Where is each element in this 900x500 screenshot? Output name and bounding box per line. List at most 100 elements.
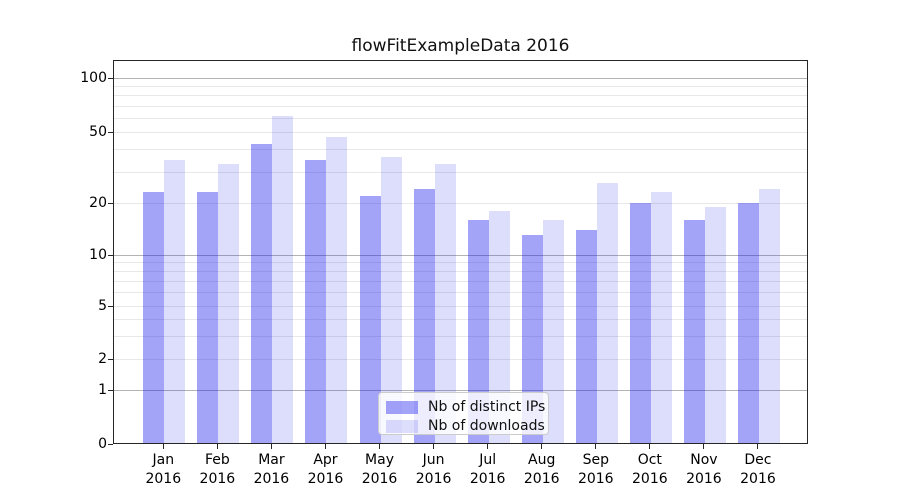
bar-nb-of-downloads-feb <box>218 164 240 443</box>
x-tick-mark <box>379 444 381 449</box>
y-tick-mark <box>108 389 113 391</box>
bar-nb-of-downloads-mar <box>272 116 294 443</box>
month-label: Aug <box>528 452 556 468</box>
x-tick-label-mar: Mar 2016 <box>243 451 299 489</box>
legend-label-distinct-ips: Nb of distinct IPs <box>428 399 546 415</box>
month-label: Jun <box>422 452 445 468</box>
y-tick-mark <box>108 203 113 205</box>
bar-nb-of-downloads-may <box>380 157 402 443</box>
x-tick-label-oct: Oct 2016 <box>622 451 678 489</box>
bar-nb-of-distinct-ips-nov <box>683 219 705 443</box>
bar-nb-of-downloads-dec <box>758 189 780 443</box>
y-tick-mark <box>108 359 113 361</box>
legend-swatch-downloads-icon <box>386 419 418 433</box>
gridline-6 <box>114 292 807 294</box>
x-tick-mark <box>433 444 435 449</box>
gridline-9 <box>114 262 807 264</box>
year-label: 2016 <box>469 471 506 487</box>
gridline-40 <box>114 149 807 151</box>
bar-nb-of-distinct-ips-dec <box>737 203 759 443</box>
y-tick-mark <box>108 254 113 256</box>
month-label: Mar <box>258 452 285 468</box>
bar-nb-of-distinct-ips-mar <box>251 143 273 443</box>
bar-nb-of-distinct-ips-jul <box>467 219 489 443</box>
legend-swatch-distinct-ips-icon <box>386 400 418 414</box>
month-label: Oct <box>637 452 662 468</box>
year-label: 2016 <box>577 471 614 487</box>
bar-nb-of-distinct-ips-aug <box>521 235 543 443</box>
bar-nb-of-downloads-apr <box>326 136 348 443</box>
bar-nb-of-downloads-jan <box>164 159 186 443</box>
x-tick-label-nov: Nov 2016 <box>676 451 732 489</box>
year-label: 2016 <box>632 471 668 487</box>
gridline-7 <box>114 280 807 282</box>
y-tick-mark <box>108 131 113 133</box>
year-label: 2016 <box>145 471 182 487</box>
gridline-70 <box>114 105 807 107</box>
gridline-1 <box>114 389 807 391</box>
y-tick-mark <box>108 78 113 80</box>
x-tick-mark <box>487 444 489 449</box>
gridline-10 <box>114 254 807 256</box>
x-tick-mark <box>541 444 543 449</box>
bar-nb-of-downloads-sep <box>596 182 618 443</box>
year-label: 2016 <box>740 471 776 487</box>
x-tick-label-dec: Dec 2016 <box>730 451 786 489</box>
y-tick-label-1: 1 <box>98 381 107 398</box>
year-label: 2016 <box>523 471 560 487</box>
bar-nb-of-downloads-jun <box>434 164 456 443</box>
x-tick-label-may: May 2016 <box>352 451 408 489</box>
bar-nb-of-distinct-ips-jun <box>413 189 435 443</box>
bar-nb-of-distinct-ips-oct <box>629 203 651 443</box>
bar-nb-of-distinct-ips-jan <box>143 192 165 443</box>
year-label: 2016 <box>307 471 344 487</box>
x-tick-mark <box>649 444 651 449</box>
x-tick-label-jan: Jan 2016 <box>135 451 191 489</box>
month-label: May <box>365 452 394 468</box>
x-tick-label-feb: Feb 2016 <box>189 451 245 489</box>
legend-label-downloads: Nb of downloads <box>428 418 545 434</box>
month-label: Nov <box>690 452 718 468</box>
gridline-30 <box>114 171 807 173</box>
month-label: Feb <box>204 452 230 468</box>
month-label: Sep <box>582 452 609 468</box>
x-tick-label-sep: Sep 2016 <box>568 451 624 489</box>
x-tick-label-jul: Jul 2016 <box>460 451 516 489</box>
x-tick-label-jun: Jun 2016 <box>406 451 462 489</box>
y-tick-mark <box>108 443 113 445</box>
bar-nb-of-distinct-ips-sep <box>575 229 597 443</box>
bar-nb-of-distinct-ips-apr <box>305 159 327 443</box>
gridline-80 <box>114 95 807 97</box>
bar-nb-of-downloads-aug <box>542 219 564 443</box>
x-tick-mark <box>162 444 164 449</box>
bar-nb-of-downloads-jul <box>488 211 510 443</box>
gridline-60 <box>114 117 807 119</box>
gridline-5 <box>114 305 807 307</box>
x-tick-mark <box>270 444 272 449</box>
bar-nb-of-distinct-ips-may <box>359 195 381 443</box>
gridline-90 <box>114 86 807 88</box>
gridline-100 <box>114 78 807 80</box>
chart-title: flowFitExampleData 2016 <box>351 36 570 56</box>
x-tick-mark <box>595 444 597 449</box>
bar-nb-of-downloads-nov <box>704 207 726 443</box>
bar-nb-of-downloads-oct <box>650 192 672 443</box>
month-label: Dec <box>744 452 772 468</box>
bar-nb-of-distinct-ips-feb <box>197 192 219 443</box>
legend-entry-downloads: Nb of downloads <box>386 418 545 434</box>
gridline-4 <box>114 318 807 320</box>
month-label: Apr <box>313 452 338 468</box>
y-tick-label-50: 50 <box>89 123 107 140</box>
month-label: Jan <box>152 452 175 468</box>
year-label: 2016 <box>686 471 722 487</box>
gridline-2 <box>114 359 807 361</box>
y-tick-label-2: 2 <box>98 351 107 368</box>
gridline-20 <box>114 203 807 205</box>
y-tick-label-5: 5 <box>98 297 107 314</box>
month-label: Jul <box>479 452 497 468</box>
y-tick-label-10: 10 <box>89 246 107 263</box>
x-tick-mark <box>324 444 326 449</box>
gridline-3 <box>114 335 807 337</box>
gridline-50 <box>114 131 807 133</box>
